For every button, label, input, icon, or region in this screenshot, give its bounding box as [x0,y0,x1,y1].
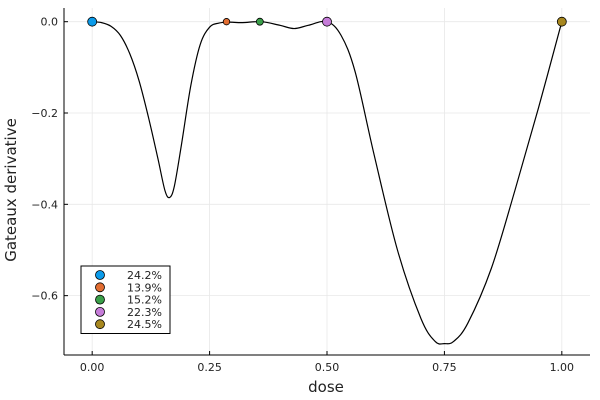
legend-label: 13.9% [127,281,162,294]
y-tick-label: 0.0 [41,16,59,29]
x-tick-label: 0.25 [197,361,222,374]
x-tick-label: 0.50 [315,361,340,374]
legend-marker [95,270,105,280]
legend-marker [95,319,105,330]
x-axis-label: dose [308,378,344,396]
dose-points [87,16,567,27]
x-ticks: 0.00 0.25 0.50 0.75 1.00 [80,351,574,374]
legend-marker [95,294,105,305]
y-tick-label: −0.4 [31,198,58,211]
legend-label: 24.5% [127,318,162,331]
dose-point [556,16,567,27]
dose-point [255,17,264,26]
dose-point [87,16,98,27]
legend-label: 22.3% [127,306,162,319]
x-tick-label: 0.00 [80,361,105,374]
dose-point [222,18,231,26]
y-tick-label: −0.2 [31,107,58,120]
y-tick-label: −0.6 [31,290,58,303]
legend-marker [95,306,105,317]
y-ticks: 0.0 −0.2 −0.4 −0.6 [31,16,68,303]
legend-label: 15.2% [127,294,162,307]
legend-marker [95,282,105,293]
x-tick-label: 1.00 [550,361,575,374]
y-axis-label: Gateaux derivative [2,118,20,262]
dose-point [322,16,332,27]
legend: 24.2%13.9%15.2%22.3%24.5% [80,265,171,334]
x-tick-label: 0.75 [432,361,457,374]
legend-label: 24.2% [127,269,162,282]
